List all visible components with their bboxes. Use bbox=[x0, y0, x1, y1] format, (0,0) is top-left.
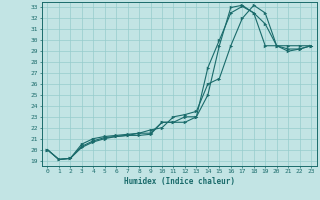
X-axis label: Humidex (Indice chaleur): Humidex (Indice chaleur) bbox=[124, 177, 235, 186]
